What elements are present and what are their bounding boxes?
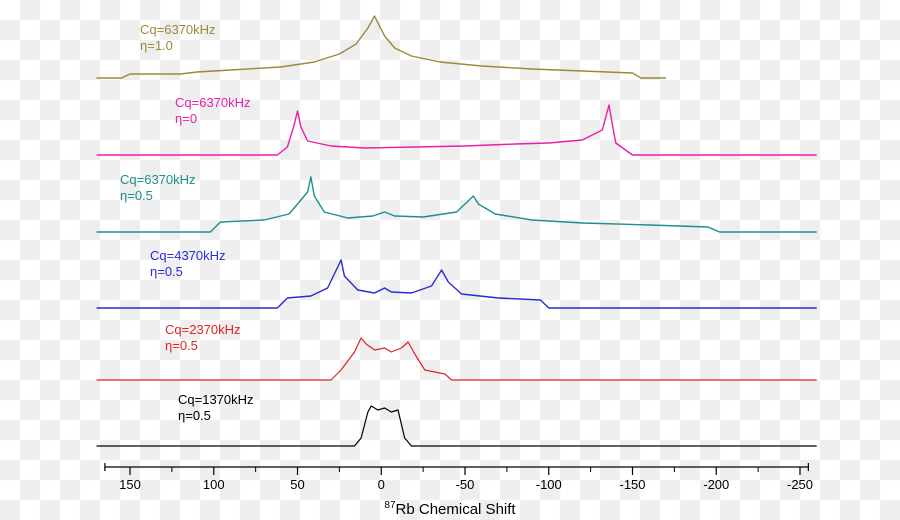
trace-label-t4: Cq=2370kHz η=0.5 [165,322,241,355]
trace-label-t1: Cq=6370kHz η=0 [175,95,251,128]
x-tick-label: 0 [378,477,385,492]
x-tick-label: 50 [290,477,304,492]
trace-label-t3: Cq=4370kHz η=0.5 [150,248,226,281]
x-tick-label: -150 [619,477,645,492]
x-tick-label: -200 [703,477,729,492]
x-tick-label: -250 [787,477,813,492]
x-axis-label: 87Rb Chemical Shift [0,500,900,518]
x-tick-label: -100 [536,477,562,492]
x-tick-label: -50 [456,477,475,492]
x-tick-label: 100 [203,477,225,492]
trace-label-t2: Cq=6370kHz η=0.5 [120,172,196,205]
trace-label-t5: Cq=1370kHz η=0.5 [178,392,254,425]
trace-t2 [97,177,817,232]
spectra-plot: 150 100 50 0 -50 -100 -150 -200 -250 [0,0,900,520]
x-tick-label: 150 [119,477,141,492]
trace-label-t0: Cq=6370kHz η=1.0 [140,22,216,55]
